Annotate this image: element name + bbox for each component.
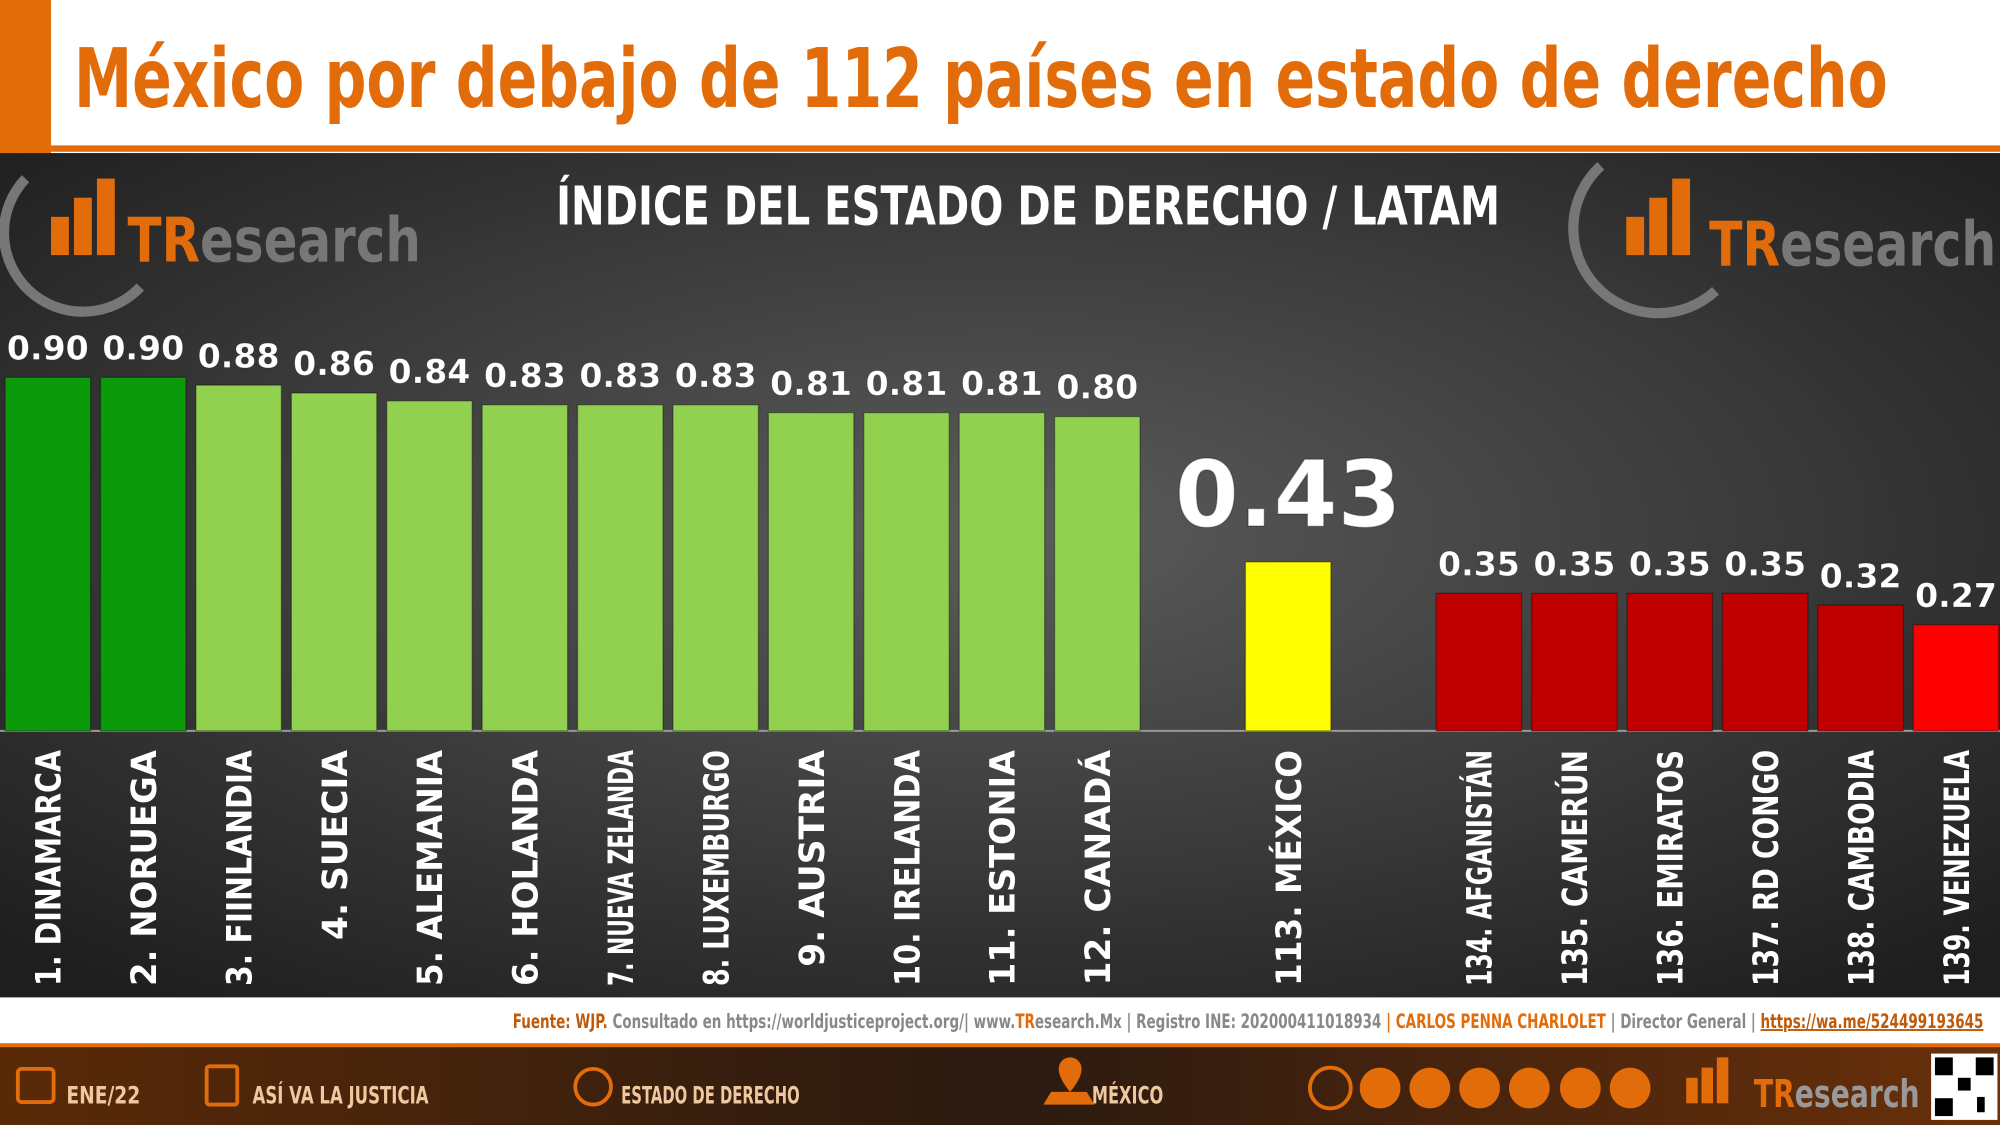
footer-item: MÉXICO (1092, 1080, 1163, 1109)
value-label: 0.32 (1820, 556, 1902, 595)
bar (1721, 592, 1809, 732)
footer-logo: TResearch (1754, 1072, 1920, 1117)
bottom-rule (0, 1043, 2000, 1048)
bar (672, 404, 760, 732)
value-label: 0.84 (389, 352, 471, 391)
logo-rest: esearch (200, 205, 421, 276)
source-part: esearch.Mx (1035, 1010, 1122, 1033)
source-part: Fuente: WJP. (513, 1010, 608, 1033)
value-label: 0.35 (1724, 545, 1806, 584)
bar (1626, 592, 1714, 732)
value-label: 0.81 (866, 364, 948, 403)
header-accent (0, 0, 52, 154)
chart-title: ÍNDICE DEL ESTADO DE DERECHO / LATAM (556, 174, 1500, 237)
x-tick-label: 139. VENEZUELA (1938, 750, 1978, 986)
page-title: México por debajo de 112 países en estad… (74, 32, 1888, 127)
bar (576, 404, 664, 732)
source-line: Fuente: WJP. Consultado en https://world… (513, 1010, 1984, 1033)
qr-code (1931, 1053, 1998, 1120)
value-label: 0.43 (1175, 441, 1402, 548)
x-tick-label: 10. IRELANDA (888, 750, 928, 986)
x-tick-label: 7. NUEVA ZELANDA (602, 750, 642, 986)
x-tick-label: 4. SUECIA (316, 750, 356, 940)
bottom-bar (0, 1043, 2000, 1125)
bar (1435, 592, 1523, 732)
footer-item: ENE/22 (66, 1081, 140, 1109)
source-link[interactable]: https://wa.me/524499193645 (1761, 1010, 1984, 1033)
x-tick-label: 138. CAMBODIA (1842, 750, 1882, 986)
footer-item: ESTADO DE DERECHO (621, 1081, 800, 1109)
logo-tr: TR (1709, 209, 1780, 280)
x-tick-label: 12. CANADÁ (1078, 750, 1119, 986)
source-part: | www. (964, 1010, 1015, 1033)
bar (1817, 604, 1904, 732)
value-label: 0.35 (1533, 545, 1615, 584)
logo-rest: esearch (1795, 1072, 1920, 1117)
value-label: 0.90 (7, 328, 89, 367)
x-tick-label: 3. FIINLANDIA (220, 750, 260, 986)
value-label: 0.90 (102, 328, 184, 367)
value-label: 0.83 (675, 356, 757, 395)
source-part: | Director General | (1606, 1010, 1761, 1033)
bar (1244, 561, 1332, 732)
logo-left: TResearch (0, 175, 421, 317)
x-tick-label: 6. HOLANDA (507, 750, 547, 986)
source-part: TR (1015, 1010, 1035, 1033)
bar (99, 376, 187, 732)
x-tick-label: 8. LUXEMBURGO (697, 750, 737, 986)
x-tick-label: 9. AUSTRIA (793, 750, 833, 967)
x-tick-label: 134. AFGANISTÁN (1460, 750, 1501, 986)
value-label: 0.81 (770, 364, 852, 403)
x-tick-label: 137. RD CONGO (1747, 750, 1787, 986)
bar (958, 412, 1046, 732)
bar (1912, 624, 2000, 732)
bar (863, 412, 950, 732)
bar (481, 404, 569, 732)
value-label: 0.35 (1629, 545, 1711, 584)
bar (1530, 592, 1618, 732)
bar (767, 412, 855, 732)
source-part: | Registro INE: 202000411018934 (1122, 1010, 1386, 1033)
bar (4, 376, 92, 732)
value-label: 0.86 (293, 344, 375, 383)
x-tick-label: 1. DINAMARCA (30, 750, 70, 986)
header-rule (51, 145, 2000, 152)
svg-text:TResearch: TResearch (128, 205, 421, 276)
value-label: 0.83 (579, 356, 661, 395)
x-tick-label: 5. ALEMANIA (411, 750, 451, 986)
logo-rest: esearch (1780, 209, 1996, 280)
bar (1053, 415, 1141, 732)
bottom-icons (15, 1057, 1729, 1111)
svg-text:TResearch: TResearch (1709, 209, 1996, 280)
bar (386, 400, 473, 732)
bar (290, 392, 378, 732)
logo-tr: TR (128, 205, 200, 276)
logo-right: TResearch (1568, 162, 1996, 319)
header-bg (0, 0, 2000, 154)
x-tick-label: 135. CAMERÚN (1555, 750, 1596, 986)
x-tick-label: 136. EMIRATOS (1652, 750, 1692, 986)
value-label: 0.88 (198, 336, 280, 375)
source-part: | CARLOS PENNA CHARLOLET (1386, 1010, 1606, 1033)
footer-item: ASÍ VA LA JUSTICIA (253, 1080, 429, 1109)
x-tick-label: 2. NORUEGA (125, 750, 165, 986)
source-part: Consultado en https://worldjusticeprojec… (608, 1010, 964, 1033)
value-label: 0.83 (484, 356, 566, 395)
value-label: 0.27 (1915, 576, 1997, 615)
source-strip (0, 997, 2000, 1044)
value-label: 0.80 (1056, 368, 1138, 407)
value-label: 0.35 (1438, 545, 1520, 584)
x-tick-label: 11. ESTONIA (984, 750, 1024, 986)
bar (195, 384, 283, 732)
logo-tr: TR (1754, 1072, 1795, 1117)
x-tick-label: 113. MÉXICO (1269, 750, 1310, 986)
value-label: 0.81 (961, 364, 1043, 403)
